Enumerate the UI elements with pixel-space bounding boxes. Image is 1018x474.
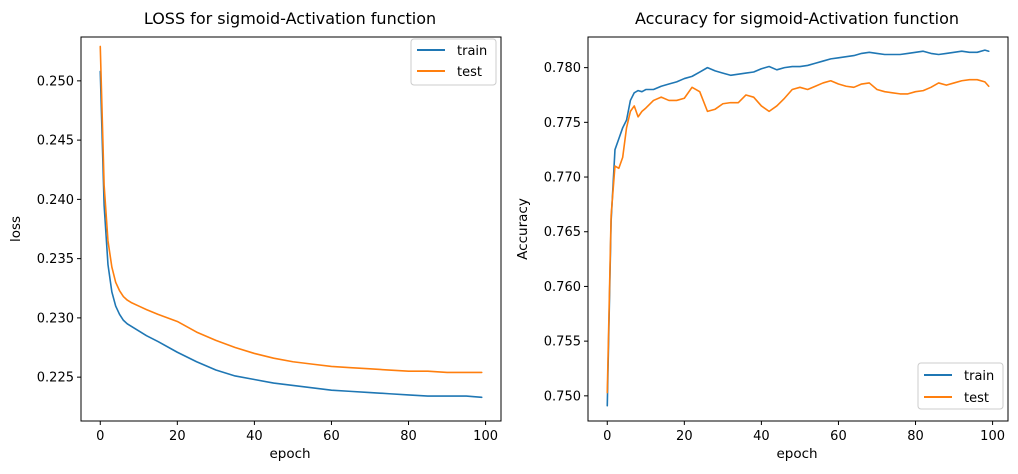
accuracy-x-tick-label: 0 [603,429,611,444]
accuracy-chart-ylabel: Accuracy [515,198,531,260]
accuracy-chart-y-ticks: 0.750 0.755 0.760 0.765 0.770 0.775 0.780 [544,61,588,404]
accuracy-y-tick-label: 0.770 [544,171,581,186]
accuracy-chart: Accuracy for sigmoid-Activation function… [515,9,1009,462]
accuracy-x-tick-label: 40 [753,429,770,444]
loss-y-tick-label: 0.230 [37,311,74,326]
loss-chart-y-ticks: 0.225 0.230 0.235 0.240 0.245 0.250 [37,74,81,386]
loss-y-tick-label: 0.245 [37,134,74,149]
accuracy-y-tick-label: 0.750 [544,389,581,404]
accuracy-x-tick-label: 100 [980,429,1005,444]
loss-legend-train-label: train [457,44,487,59]
loss-y-tick-label: 0.235 [37,252,74,267]
loss-chart-xlabel: epoch [269,446,310,462]
loss-train-line [99,70,483,399]
loss-x-tick-label: 100 [473,429,498,444]
accuracy-chart-series [606,49,990,407]
loss-chart-legend: train test [410,38,497,86]
accuracy-y-tick-label: 0.755 [544,335,581,350]
loss-chart-series [99,45,483,399]
loss-y-tick-label: 0.250 [37,74,74,89]
accuracy-legend-train-label: train [964,369,994,384]
accuracy-x-tick-label: 60 [830,429,847,444]
accuracy-chart-xlabel: epoch [776,446,817,462]
accuracy-x-tick-label: 80 [907,429,924,444]
loss-chart-title: LOSS for sigmoid-Activation function [144,9,436,28]
loss-x-tick-label: 40 [246,429,263,444]
accuracy-chart-title: Accuracy for sigmoid-Activation function [635,9,959,28]
accuracy-chart-legend: train test [917,362,1004,410]
loss-legend-test-label: test [457,65,482,80]
loss-chart-ylabel: loss [8,216,24,242]
accuracy-y-tick-label: 0.780 [544,61,581,76]
loss-chart-axes-frame [80,36,502,422]
loss-x-tick-label: 80 [400,429,417,444]
loss-chart-x-ticks: 0 20 40 60 80 100 [96,421,498,444]
accuracy-y-tick-label: 0.760 [544,280,581,295]
accuracy-y-tick-label: 0.775 [544,116,581,131]
accuracy-legend-test-label: test [964,391,989,406]
loss-x-tick-label: 20 [169,429,186,444]
loss-x-tick-label: 0 [96,429,104,444]
accuracy-chart-axes-frame [587,36,1009,422]
accuracy-train-line [606,49,990,407]
loss-y-tick-label: 0.225 [37,371,74,386]
loss-y-tick-label: 0.240 [37,193,74,208]
loss-x-tick-label: 60 [323,429,340,444]
accuracy-chart-x-ticks: 0 20 40 60 80 100 [603,421,1005,444]
loss-test-line [99,45,483,374]
accuracy-y-tick-label: 0.765 [544,225,581,240]
accuracy-x-tick-label: 20 [676,429,693,444]
loss-chart: LOSS for sigmoid-Activation function epo… [8,9,502,462]
accuracy-test-line [606,78,990,394]
